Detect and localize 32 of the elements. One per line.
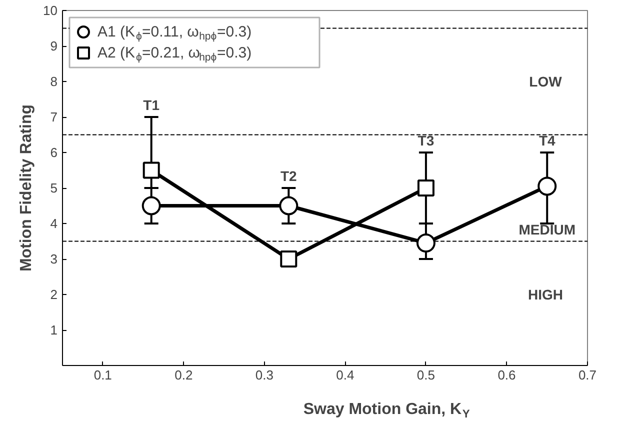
- y-tick-label: 4: [50, 216, 58, 231]
- y-tick-label: 7: [50, 110, 58, 124]
- x-tick-label: 0.7: [578, 368, 597, 382]
- point: [280, 250, 298, 268]
- x-tick-label: 0.5: [416, 368, 436, 382]
- annotation: T2: [280, 168, 298, 184]
- point: [142, 162, 160, 179]
- annotation: T4: [538, 132, 556, 148]
- x-tick-label: 0.6: [498, 368, 516, 382]
- annotation: T3: [418, 132, 434, 148]
- y-tick-label: 2: [50, 287, 58, 302]
- point: [279, 196, 298, 216]
- annotation: LOW: [529, 74, 563, 90]
- y-axis-title: Motion Fidelity Rating: [18, 104, 36, 272]
- y-tick-label: 9: [50, 38, 58, 54]
- annotation: T1: [143, 97, 160, 113]
- annotation: MEDIUM: [518, 221, 576, 238]
- y-tick-label: 6: [50, 145, 58, 160]
- annotation: HIGH: [528, 286, 563, 302]
- x-tick-label: 0.2: [174, 368, 193, 382]
- y-tick-label: 3: [50, 252, 58, 266]
- point: [417, 180, 434, 196]
- y-tick-label: 1: [50, 322, 58, 338]
- y-tick-label: 8: [50, 74, 58, 89]
- x-tick-label: 0.1: [94, 368, 112, 382]
- x-tick-label: 0.4: [336, 368, 354, 382]
- point: [142, 196, 161, 216]
- y-tick-label: 10: [43, 3, 58, 18]
- y-tick-label: 5: [50, 180, 58, 196]
- point: [538, 176, 557, 196]
- x-tick-label: 0.3: [255, 368, 274, 382]
- point: [416, 234, 436, 253]
